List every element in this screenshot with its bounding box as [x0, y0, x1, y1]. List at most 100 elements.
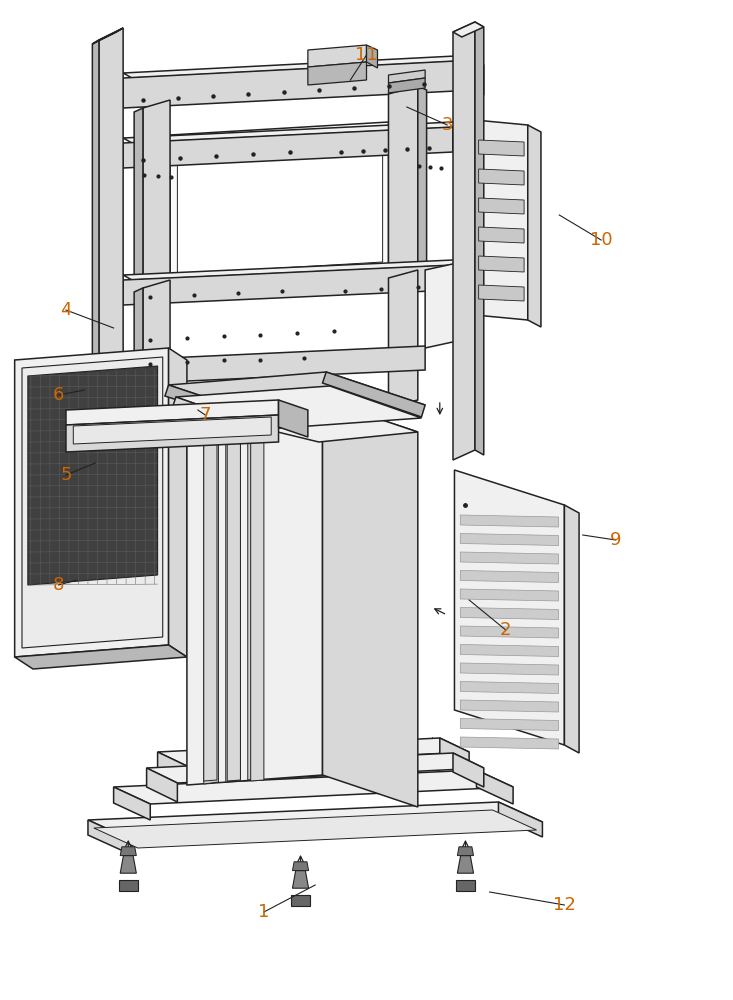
- Polygon shape: [453, 22, 475, 460]
- Polygon shape: [88, 820, 132, 855]
- Polygon shape: [227, 419, 240, 781]
- Polygon shape: [453, 753, 484, 787]
- Polygon shape: [28, 366, 158, 585]
- Polygon shape: [475, 120, 528, 320]
- Polygon shape: [177, 130, 383, 274]
- Polygon shape: [248, 406, 262, 780]
- Text: 12: 12: [553, 896, 576, 914]
- Polygon shape: [204, 410, 218, 784]
- Polygon shape: [418, 86, 427, 274]
- Polygon shape: [460, 515, 559, 527]
- Polygon shape: [457, 847, 474, 856]
- Polygon shape: [147, 753, 484, 783]
- Polygon shape: [143, 280, 170, 368]
- Polygon shape: [479, 227, 524, 243]
- Polygon shape: [308, 62, 366, 85]
- Polygon shape: [172, 397, 268, 440]
- Polygon shape: [479, 198, 524, 214]
- Polygon shape: [460, 552, 559, 564]
- Polygon shape: [388, 70, 425, 83]
- Text: 5: 5: [60, 466, 72, 484]
- Polygon shape: [169, 372, 425, 418]
- Polygon shape: [123, 127, 453, 168]
- Polygon shape: [479, 169, 524, 185]
- Polygon shape: [454, 470, 564, 745]
- Polygon shape: [165, 385, 268, 428]
- Polygon shape: [479, 285, 524, 301]
- Text: 11: 11: [355, 46, 378, 64]
- Polygon shape: [460, 626, 559, 638]
- Polygon shape: [323, 372, 425, 417]
- Polygon shape: [134, 288, 143, 372]
- Polygon shape: [453, 22, 484, 37]
- Polygon shape: [134, 108, 143, 292]
- Text: 7: 7: [199, 406, 211, 424]
- Polygon shape: [279, 400, 308, 437]
- Polygon shape: [120, 847, 136, 856]
- Polygon shape: [123, 260, 462, 280]
- Polygon shape: [114, 787, 150, 820]
- Polygon shape: [169, 348, 187, 657]
- Polygon shape: [123, 60, 475, 108]
- Polygon shape: [388, 86, 418, 278]
- Polygon shape: [292, 871, 309, 888]
- Polygon shape: [170, 122, 388, 283]
- Text: 4: 4: [60, 301, 72, 319]
- Polygon shape: [66, 415, 279, 452]
- Polygon shape: [123, 265, 453, 305]
- Polygon shape: [564, 505, 579, 753]
- Polygon shape: [15, 348, 169, 657]
- Polygon shape: [460, 589, 559, 601]
- Polygon shape: [22, 357, 163, 648]
- Polygon shape: [226, 408, 240, 782]
- Polygon shape: [453, 265, 462, 295]
- Polygon shape: [460, 700, 559, 712]
- Polygon shape: [73, 417, 271, 444]
- Text: 2: 2: [500, 621, 512, 639]
- Polygon shape: [204, 419, 217, 781]
- Polygon shape: [66, 400, 279, 425]
- Polygon shape: [147, 768, 177, 802]
- Polygon shape: [460, 718, 559, 730]
- Polygon shape: [440, 738, 469, 768]
- Text: 1: 1: [258, 903, 270, 921]
- Polygon shape: [460, 645, 559, 656]
- Polygon shape: [92, 40, 99, 476]
- Polygon shape: [88, 802, 542, 840]
- Polygon shape: [425, 262, 462, 348]
- Polygon shape: [120, 856, 136, 873]
- Polygon shape: [460, 607, 559, 619]
- Polygon shape: [123, 346, 425, 384]
- Polygon shape: [460, 534, 559, 546]
- Polygon shape: [323, 400, 418, 807]
- Polygon shape: [460, 682, 559, 694]
- Polygon shape: [176, 386, 421, 429]
- Polygon shape: [479, 256, 524, 272]
- Polygon shape: [123, 55, 484, 78]
- Polygon shape: [479, 140, 524, 156]
- Polygon shape: [476, 770, 513, 804]
- Polygon shape: [498, 802, 542, 837]
- Text: 10: 10: [590, 231, 612, 249]
- Polygon shape: [460, 570, 559, 582]
- Polygon shape: [99, 28, 123, 472]
- Polygon shape: [187, 400, 418, 442]
- Polygon shape: [291, 895, 310, 906]
- Polygon shape: [158, 752, 187, 782]
- Polygon shape: [453, 127, 462, 157]
- Polygon shape: [158, 738, 469, 766]
- Polygon shape: [460, 663, 559, 675]
- Polygon shape: [457, 856, 474, 873]
- Polygon shape: [114, 770, 513, 804]
- Polygon shape: [94, 810, 537, 848]
- Polygon shape: [366, 45, 377, 68]
- Polygon shape: [462, 262, 471, 345]
- Polygon shape: [308, 45, 366, 67]
- Text: 9: 9: [610, 531, 622, 549]
- Polygon shape: [123, 122, 462, 143]
- Polygon shape: [292, 862, 309, 871]
- Polygon shape: [119, 880, 138, 891]
- Polygon shape: [187, 400, 323, 785]
- Text: 3: 3: [441, 116, 453, 134]
- Polygon shape: [15, 645, 187, 669]
